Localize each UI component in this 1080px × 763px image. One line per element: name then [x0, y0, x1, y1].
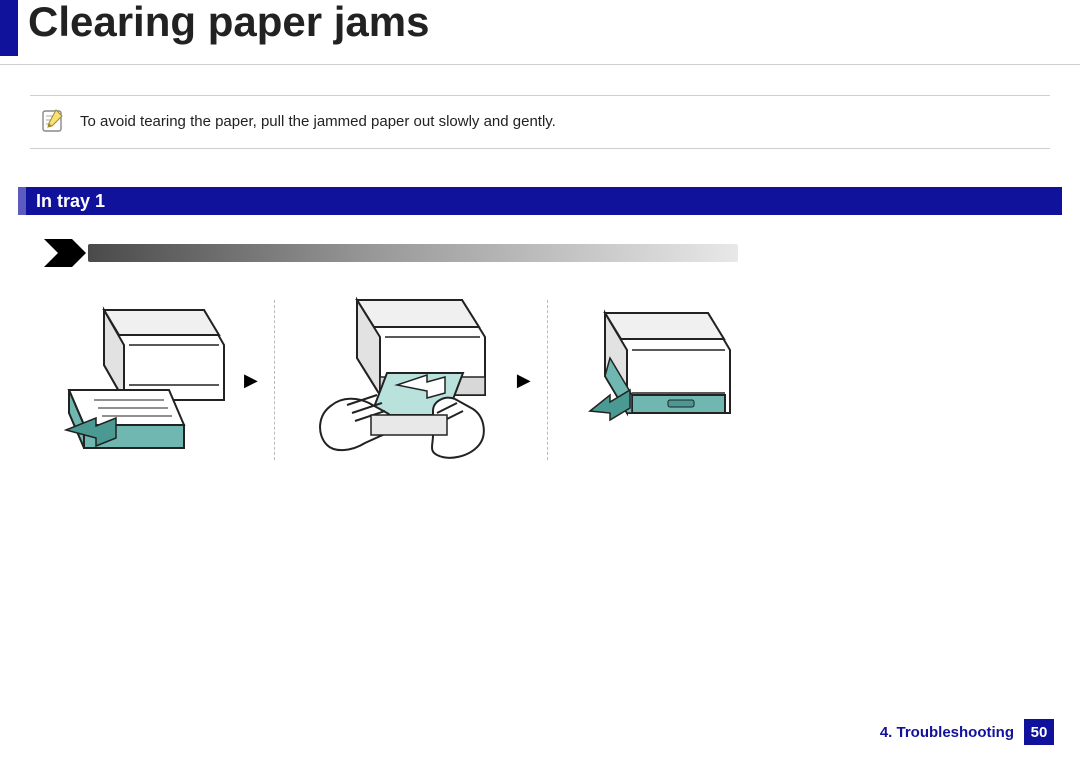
instruction-images-row: ▶ ▶ — [44, 285, 1080, 475]
step-separator-arrow-icon: ▶ — [513, 370, 535, 391]
step-separator-dash — [274, 300, 275, 460]
page-footer: 4. Troubleshooting 50 — [880, 719, 1054, 745]
footer-chapter: 4. Troubleshooting — [880, 724, 1014, 741]
step-image-3 — [560, 295, 740, 465]
page-title: Clearing paper jams — [18, 0, 429, 44]
footer-page-number: 50 — [1024, 719, 1054, 745]
step-image-1 — [44, 290, 234, 470]
step-gradient-bar — [88, 244, 738, 262]
title-rule — [0, 64, 1080, 65]
section-heading: In tray 1 — [26, 187, 1062, 215]
note-text: To avoid tearing the paper, pull the jam… — [80, 113, 556, 130]
page-title-bar: Clearing paper jams — [0, 0, 1080, 56]
note-callout: To avoid tearing the paper, pull the jam… — [30, 95, 1050, 149]
step-separator-arrow-icon: ▶ — [240, 370, 262, 391]
step-arrow-icon — [44, 239, 88, 267]
step-separator-dash — [547, 300, 548, 460]
step-image-2 — [287, 285, 507, 475]
note-pencil-icon — [40, 108, 66, 134]
step-progress-bar — [44, 239, 1080, 267]
section-accent-block — [18, 187, 26, 215]
section-header: In tray 1 — [18, 187, 1062, 215]
title-accent-block — [0, 0, 18, 56]
